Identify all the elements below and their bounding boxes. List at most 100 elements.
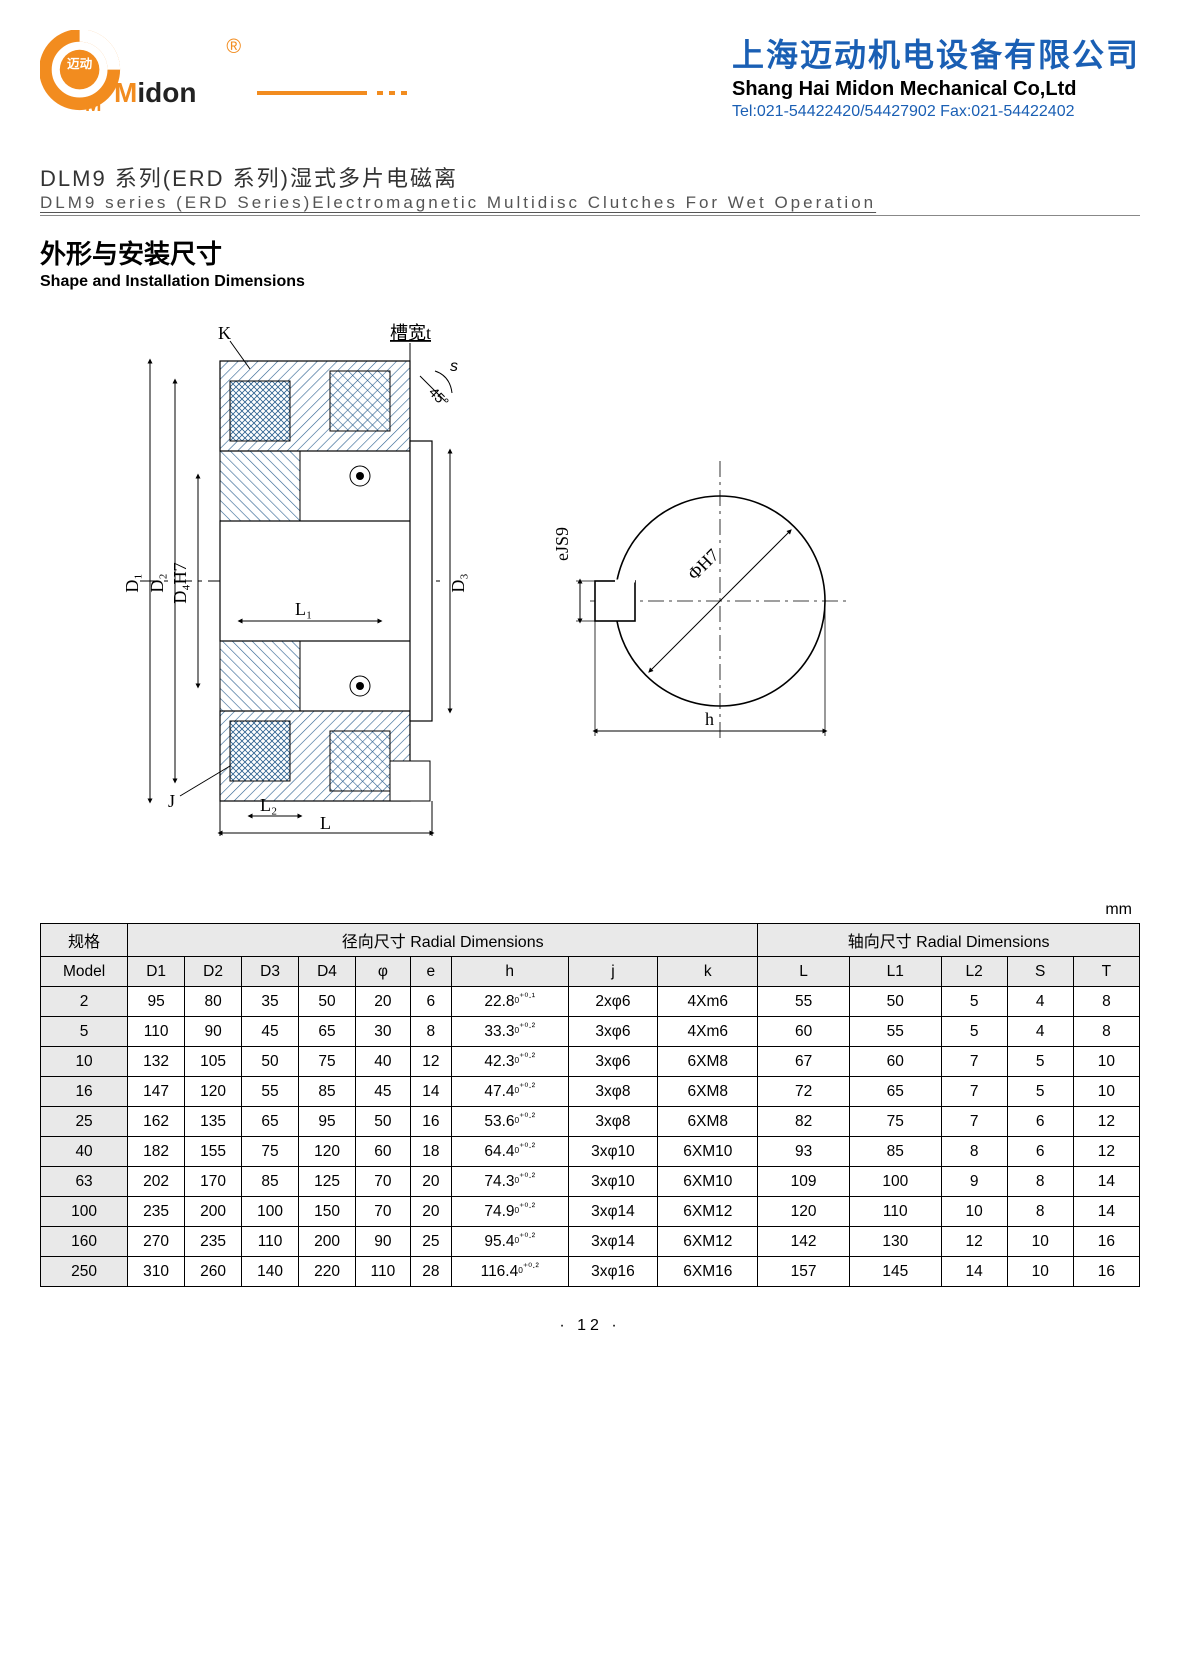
col-φ: φ xyxy=(356,957,411,987)
data-cell: 18 xyxy=(410,1137,451,1167)
diagram-cross-section: D₁ D₂ D₄H7 D₃ K 槽宽t 45° s J L₂ L₁ L xyxy=(80,321,480,841)
data-cell: 125 xyxy=(299,1167,356,1197)
col-D3: D3 xyxy=(242,957,299,987)
data-cell: 95.40⁺⁰·² xyxy=(451,1227,568,1257)
data-cell: 220 xyxy=(299,1257,356,1287)
title-block: DLM9 系列(ERD 系列)湿式多片电磁离 DLM9 series (ERD … xyxy=(40,161,1140,291)
col-L: L xyxy=(758,957,850,987)
data-cell: 260 xyxy=(185,1257,242,1287)
data-cell: 75 xyxy=(299,1047,356,1077)
subtitle-en: Shape and Installation Dimensions xyxy=(40,273,1140,291)
data-cell: 135 xyxy=(185,1107,242,1137)
data-cell: 12 xyxy=(941,1227,1007,1257)
data-cell: 16 xyxy=(1073,1227,1139,1257)
data-cell: 3xφ6 xyxy=(568,1017,658,1047)
data-cell: 155 xyxy=(185,1137,242,1167)
data-cell: 162 xyxy=(128,1107,185,1137)
data-cell: 82 xyxy=(758,1107,850,1137)
company-name-cn: 上海迈动机电设备有限公司 xyxy=(732,30,1140,76)
unit-label: mm xyxy=(40,901,1140,919)
data-cell: 116.40⁺⁰·² xyxy=(451,1257,568,1287)
data-cell: 310 xyxy=(128,1257,185,1287)
col-T: T xyxy=(1073,957,1139,987)
svg-text:eJS9: eJS9 xyxy=(552,527,572,561)
data-cell: 6XM12 xyxy=(658,1197,758,1227)
data-cell: 20 xyxy=(356,987,411,1017)
data-cell: 182 xyxy=(128,1137,185,1167)
model-cell: 63 xyxy=(41,1167,128,1197)
data-cell: 3xφ14 xyxy=(568,1197,658,1227)
subtitle-cn: 外形与安装尺寸 xyxy=(40,234,1140,271)
data-cell: 8 xyxy=(410,1017,451,1047)
diagram-area: D₁ D₂ D₄H7 D₃ K 槽宽t 45° s J L₂ L₁ L xyxy=(40,321,1140,881)
svg-text:J: J xyxy=(168,791,175,811)
data-cell: 6XM8 xyxy=(658,1047,758,1077)
model-cell: 25 xyxy=(41,1107,128,1137)
data-cell: 25 xyxy=(410,1227,451,1257)
reg-mark: ® xyxy=(226,36,241,59)
model-cell: 100 xyxy=(41,1197,128,1227)
data-cell: 42.30⁺⁰·² xyxy=(451,1047,568,1077)
table-row: 511090456530833.30⁺⁰·²3xφ64Xm66055548 xyxy=(41,1017,1140,1047)
data-cell: 157 xyxy=(758,1257,850,1287)
data-cell: 16 xyxy=(1073,1257,1139,1287)
data-cell: 12 xyxy=(1073,1137,1139,1167)
data-cell: 14 xyxy=(1073,1197,1139,1227)
col-k: k xyxy=(658,957,758,987)
model-cell: 16 xyxy=(41,1077,128,1107)
svg-text:槽宽t: 槽宽t xyxy=(390,323,431,343)
table-row: 25031026014022011028116.40⁺⁰·²3xφ166XM16… xyxy=(41,1257,1140,1287)
table-row: 251621356595501653.60⁺⁰·²3xφ86XM88275761… xyxy=(41,1107,1140,1137)
model-cell: 2 xyxy=(41,987,128,1017)
data-cell: 8 xyxy=(1073,987,1139,1017)
svg-text:s: s xyxy=(450,358,458,375)
data-cell: 109 xyxy=(758,1167,850,1197)
svg-text:ΦH7: ΦH7 xyxy=(684,545,723,584)
data-cell: 110 xyxy=(242,1227,299,1257)
data-cell: 16 xyxy=(410,1107,451,1137)
data-cell: 70 xyxy=(356,1197,411,1227)
data-cell: 4 xyxy=(1007,1017,1073,1047)
data-cell: 150 xyxy=(299,1197,356,1227)
col-h: h xyxy=(451,957,568,987)
data-cell: 12 xyxy=(410,1047,451,1077)
data-cell: 70 xyxy=(356,1167,411,1197)
data-cell: 3xφ10 xyxy=(568,1137,658,1167)
data-cell: 10 xyxy=(1007,1227,1073,1257)
svg-text:h: h xyxy=(705,709,714,729)
data-cell: 80 xyxy=(185,987,242,1017)
data-cell: 35 xyxy=(242,987,299,1017)
data-cell: 5 xyxy=(941,987,1007,1017)
data-cell: 74.30⁺⁰·² xyxy=(451,1167,568,1197)
data-cell: 55 xyxy=(242,1077,299,1107)
data-cell: 105 xyxy=(185,1047,242,1077)
data-cell: 85 xyxy=(849,1137,941,1167)
svg-text:L: L xyxy=(320,813,331,833)
svg-text:D₂: D₂ xyxy=(147,573,167,592)
data-cell: 40 xyxy=(356,1047,411,1077)
company-info: 上海迈动机电设备有限公司 Shang Hai Midon Mechanical … xyxy=(732,30,1140,121)
data-cell: 7 xyxy=(941,1107,1007,1137)
data-cell: 100 xyxy=(242,1197,299,1227)
data-cell: 9 xyxy=(941,1167,1007,1197)
hdr-axial: 轴向尺寸 Radial Dimensions xyxy=(758,924,1140,957)
col-S: S xyxy=(1007,957,1073,987)
data-cell: 3xφ6 xyxy=(568,1047,658,1077)
svg-text:45°: 45° xyxy=(426,384,452,410)
data-cell: 7 xyxy=(941,1077,1007,1107)
logo-dash-icon xyxy=(257,91,367,95)
data-cell: 120 xyxy=(758,1197,850,1227)
col-L2: L2 xyxy=(941,957,1007,987)
data-cell: 6 xyxy=(1007,1107,1073,1137)
data-cell: 55 xyxy=(849,1017,941,1047)
svg-text:迈动: 迈动 xyxy=(67,57,93,71)
hdr-model-en: Model xyxy=(41,957,128,987)
col-D2: D2 xyxy=(185,957,242,987)
spec-table: 规格 径向尺寸 Radial Dimensions 轴向尺寸 Radial Di… xyxy=(40,923,1140,1287)
data-cell: 55 xyxy=(758,987,850,1017)
data-cell: 64.40⁺⁰·² xyxy=(451,1137,568,1167)
table-row: 101321055075401242.30⁺⁰·²3xφ66XM86760751… xyxy=(41,1047,1140,1077)
table-row: 29580355020622.80⁺⁰·¹2xφ64Xm65550548 xyxy=(41,987,1140,1017)
data-cell: 110 xyxy=(128,1017,185,1047)
data-cell: 90 xyxy=(356,1227,411,1257)
